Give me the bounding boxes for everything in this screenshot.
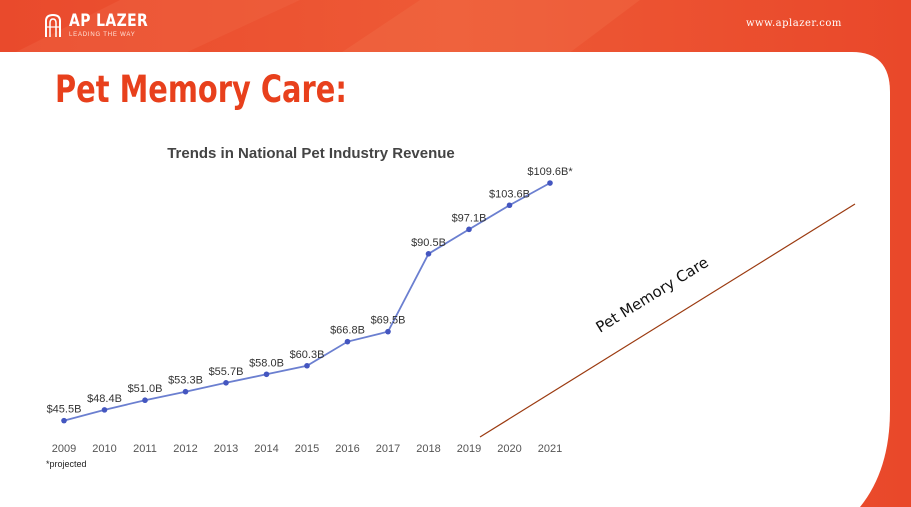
data-point[interactable]: [344, 338, 351, 345]
data-label: $103.6B: [489, 188, 530, 200]
data-label: $51.0B: [128, 383, 163, 395]
x-tick-label: 2010: [92, 443, 116, 455]
x-tick-label: 2011: [133, 443, 157, 455]
page-title: Pet Memory Care:: [55, 68, 347, 111]
x-tick-label: 2014: [254, 443, 278, 455]
data-point[interactable]: [466, 226, 472, 233]
data-label: $53.3B: [168, 375, 203, 387]
data-point[interactable]: [142, 397, 148, 404]
data-point[interactable]: [304, 362, 310, 369]
site-url[interactable]: www.aplazer.com: [746, 18, 842, 29]
data-label: $60.3B: [290, 349, 325, 361]
data-point[interactable]: [182, 388, 189, 395]
data-label: $58.0B: [249, 357, 284, 369]
x-tick-label: 2013: [214, 443, 238, 455]
diagonal-divider-line: [479, 203, 856, 438]
x-tick-label: 2016: [335, 443, 359, 455]
chart-title: Trends in National Pet Industry Revenue: [167, 145, 455, 162]
data-label: $97.1B: [452, 212, 487, 224]
data-point[interactable]: [385, 328, 391, 335]
pet-memory-care-label: Pet Memory Care: [593, 253, 712, 336]
x-tick-label: 2009: [52, 443, 76, 455]
chart-footnote: *projected: [46, 459, 87, 469]
data-label: $109.6B*: [527, 166, 573, 178]
data-point[interactable]: [223, 380, 229, 386]
x-tick-label: 2017: [376, 443, 400, 455]
data-label: $48.4B: [87, 393, 122, 405]
decor-stripe: [0, 0, 300, 60]
data-point[interactable]: [547, 180, 553, 186]
content-card: [0, 52, 890, 507]
logo-mark-icon: [45, 13, 61, 37]
x-tick-label: 2019: [457, 443, 481, 455]
x-tick-label: 2015: [295, 443, 319, 455]
data-label: $55.7B: [209, 366, 244, 378]
data-label: $90.5B: [411, 237, 446, 249]
data-label: $66.8B: [330, 325, 365, 337]
x-tick-label: 2021: [538, 443, 562, 455]
data-point[interactable]: [61, 417, 67, 424]
logo-tagline: LEADING THE WAY: [69, 32, 136, 38]
data-point[interactable]: [425, 251, 432, 257]
x-tick-label: 2012: [173, 443, 197, 455]
data-label: $45.5B: [47, 404, 82, 416]
data-point[interactable]: [101, 407, 108, 413]
brand-logo[interactable]: AP LAZER LEADING THE WAY: [43, 12, 166, 39]
data-point[interactable]: [506, 202, 513, 209]
data-point[interactable]: [263, 371, 270, 378]
data-label: $69.5B: [371, 315, 406, 327]
x-tick-label: 2018: [416, 443, 440, 455]
decor-stripe: [330, 0, 640, 60]
x-tick-label: 2020: [497, 443, 521, 455]
logo-name: AP LAZER: [69, 11, 149, 31]
